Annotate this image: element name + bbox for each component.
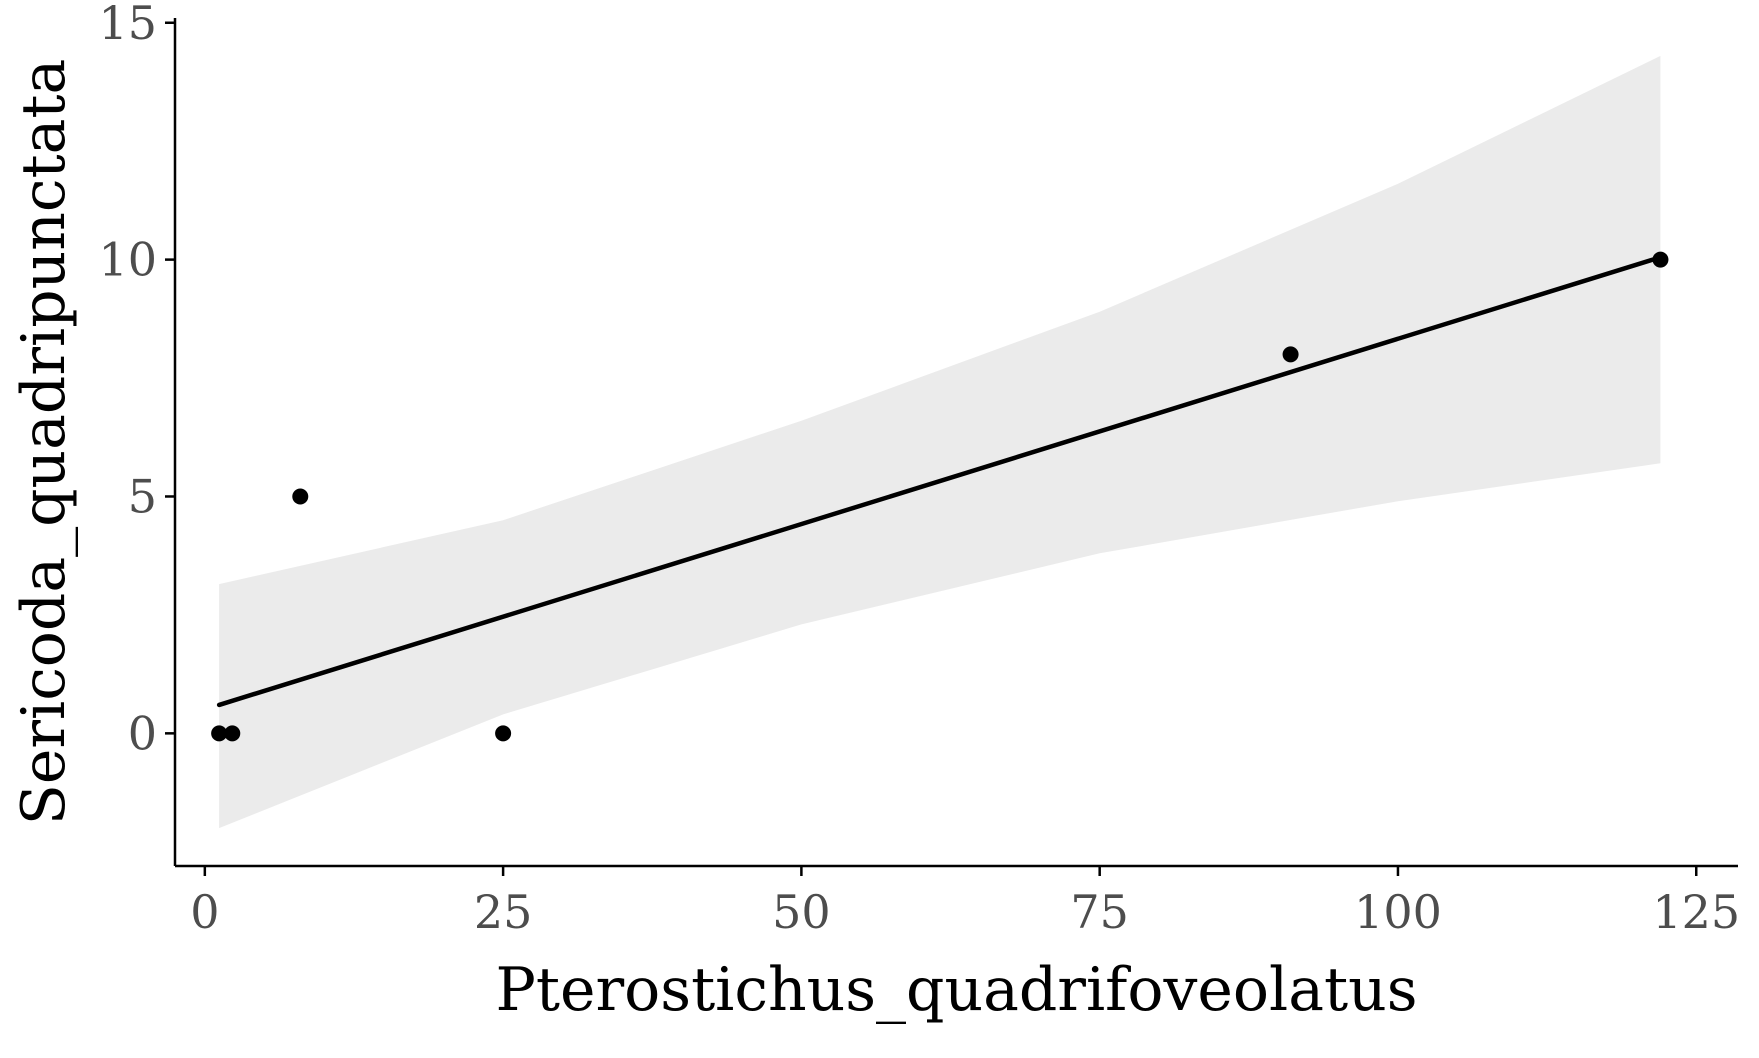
- regression-line: [216, 254, 1663, 708]
- data-point: [1652, 251, 1669, 268]
- confidence-band: [219, 55, 1661, 829]
- data-point: [292, 488, 309, 505]
- confidence-band-layer: [219, 55, 1661, 829]
- x-tick-label: 25: [474, 885, 533, 939]
- x-axis-title: Pterostichus_quadrifoveolatus: [495, 955, 1417, 1025]
- data-points-layer: [211, 251, 1669, 742]
- axes-layer: [173, 18, 1738, 868]
- data-point: [211, 725, 228, 742]
- y-tick-label: 0: [128, 706, 157, 760]
- fit-line-layer: [216, 254, 1663, 708]
- y-tick-label: 10: [98, 233, 157, 287]
- x-tick-label: 100: [1354, 885, 1442, 939]
- x-tick-label: 125: [1652, 885, 1740, 939]
- y-ticks-layer: 0 5 10 15: [98, 0, 175, 760]
- y-tick-label: 5: [128, 469, 157, 523]
- data-point: [495, 725, 512, 742]
- x-tick-label: 0: [190, 885, 219, 939]
- y-tick-label: 15: [98, 0, 157, 50]
- x-ticks-layer: 0 25 50 75 100 125: [190, 866, 1740, 939]
- data-point: [1282, 346, 1299, 363]
- x-tick-label: 75: [1070, 885, 1129, 939]
- data-point: [224, 725, 241, 742]
- y-axis-title: Sericoda_quadripunctata: [9, 59, 79, 826]
- x-tick-label: 50: [772, 885, 831, 939]
